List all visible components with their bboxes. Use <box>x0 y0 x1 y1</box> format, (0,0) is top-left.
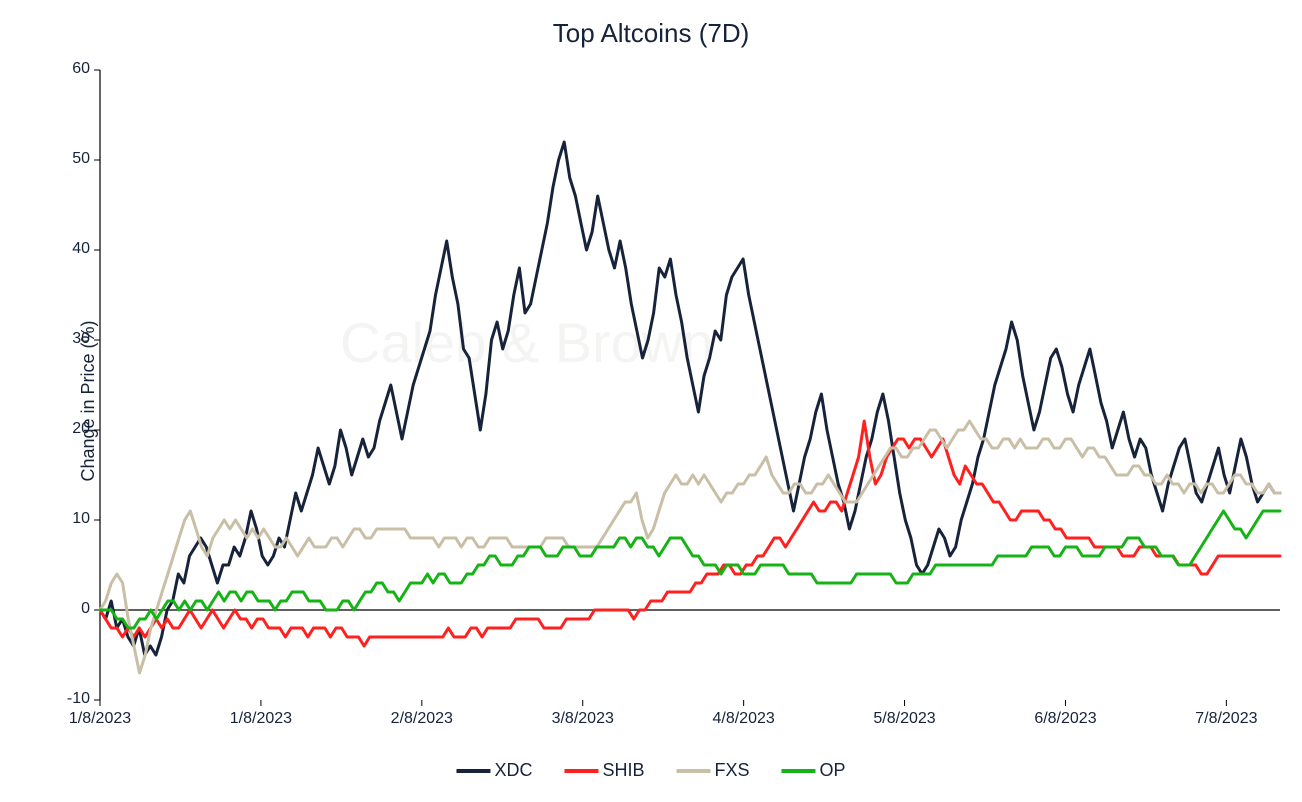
y-tick-label: 0 <box>50 600 90 618</box>
x-tick-label: 6/8/2023 <box>1034 710 1096 728</box>
legend-item-OP: OP <box>782 760 846 781</box>
legend-swatch <box>677 769 711 773</box>
x-tick-label: 3/8/2023 <box>552 710 614 728</box>
x-tick-label: 5/8/2023 <box>873 710 935 728</box>
legend-label: SHIB <box>602 760 644 781</box>
legend-item-XDC: XDC <box>456 760 532 781</box>
y-tick-label: 60 <box>50 60 90 78</box>
legend-swatch <box>456 769 490 773</box>
y-tick-label: 50 <box>50 150 90 168</box>
legend-swatch <box>782 769 816 773</box>
y-tick-label: 40 <box>50 240 90 258</box>
legend-label: XDC <box>494 760 532 781</box>
legend-label: FXS <box>715 760 750 781</box>
legend-label: OP <box>820 760 846 781</box>
legend-item-SHIB: SHIB <box>564 760 644 781</box>
series-XDC <box>100 142 1280 655</box>
x-tick-label: 2/8/2023 <box>391 710 453 728</box>
chart-container: Top Altcoins (7D) Change in Price (%) Ca… <box>0 0 1302 802</box>
legend-item-FXS: FXS <box>677 760 750 781</box>
chart-svg <box>0 0 1302 802</box>
x-tick-label: 1/8/2023 <box>230 710 292 728</box>
legend: XDC SHIB FXS OP <box>456 760 845 781</box>
y-tick-label: -10 <box>50 690 90 708</box>
y-tick-label: 20 <box>50 420 90 438</box>
series-SHIB <box>100 421 1280 646</box>
legend-swatch <box>564 769 598 773</box>
y-tick-label: 10 <box>50 510 90 528</box>
x-tick-label: 7/8/2023 <box>1195 710 1257 728</box>
y-tick-label: 30 <box>50 330 90 348</box>
x-tick-label: 1/8/2023 <box>69 710 131 728</box>
x-tick-label: 4/8/2023 <box>712 710 774 728</box>
